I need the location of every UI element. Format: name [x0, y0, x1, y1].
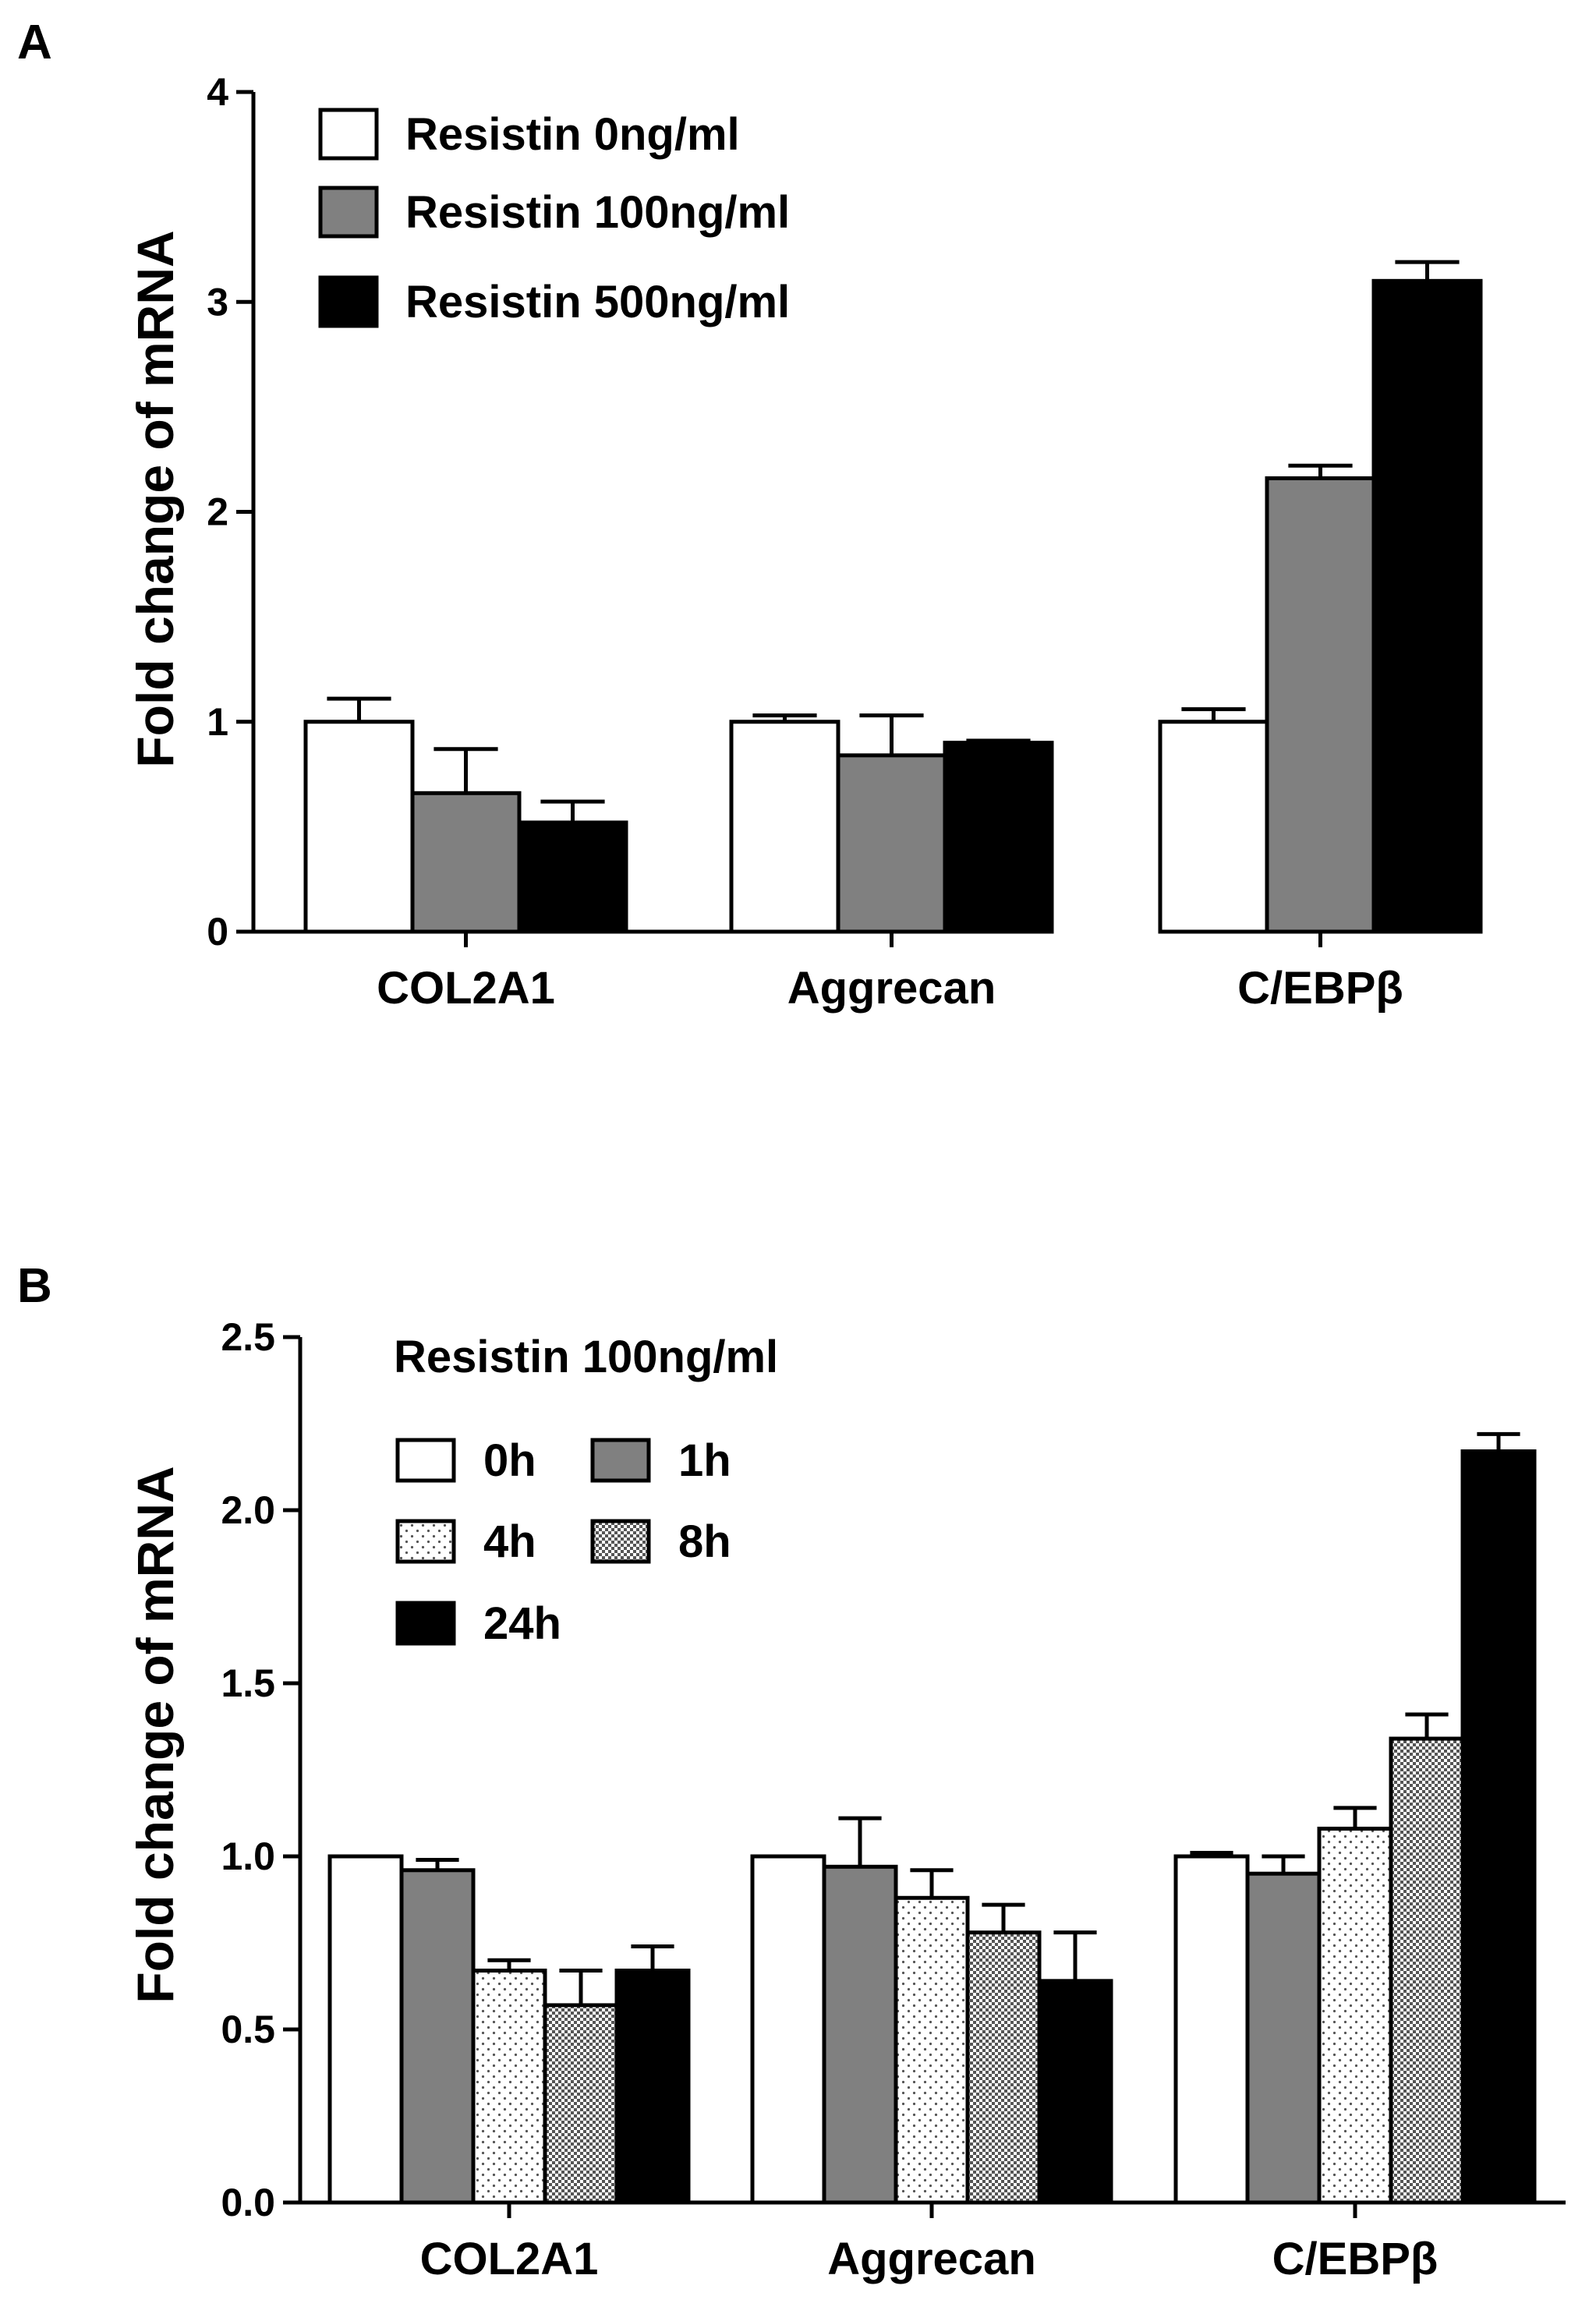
- panel-b-bar-aggrecan-4h: [894, 1895, 970, 2205]
- panel-a-legend-label: Resistin 100ng/ml: [405, 187, 790, 238]
- panel-b-y-tick-label: 1.5: [221, 1661, 275, 1705]
- panel-b-axes: [298, 1337, 1566, 2218]
- panel-a-y-tick-label: 0: [207, 910, 228, 954]
- panel-a-bar-cebpb-resistin-0ng-ml: [1158, 720, 1269, 934]
- panel-a-y-tick-label: 4: [207, 70, 228, 114]
- panel-b-bar-col2a1-8h: [543, 2003, 619, 2205]
- panel-b-bar-aggrecan-1h: [822, 1864, 898, 2205]
- panel-a-bar-aggrecan-resistin-0ng-ml: [729, 720, 840, 934]
- panel-a-y-tick-label: 3: [207, 280, 228, 324]
- panel-b-letter: B: [17, 1259, 52, 1313]
- panel-b-legend-label: 8h: [678, 1516, 731, 1567]
- panel-b-legend-label: 4h: [483, 1516, 536, 1567]
- panel-b-bar-aggrecan-8h: [965, 1930, 1042, 2205]
- panel-b-y-tick-label: 0.0: [221, 2181, 275, 2224]
- panel-a-bars: [303, 260, 1483, 934]
- panel-a-category-label: C/EBPβ: [1237, 963, 1403, 1014]
- panel-a-category-label: Aggrecan: [787, 963, 996, 1014]
- panel-b-y-tick-label: 1.0: [221, 1835, 275, 1878]
- panel-a-legend-swatch: [318, 186, 379, 239]
- panel-a-category-label: COL2A1: [377, 963, 555, 1014]
- panel-a-bar-aggrecan-resistin-500ng-ml: [943, 741, 1054, 934]
- panel-b-y-tick-label: 2.5: [221, 1315, 275, 1359]
- panel-b-legend-label: 1h: [678, 1435, 731, 1486]
- panel-a-bar-col2a1-resistin-100ng-ml: [410, 791, 522, 934]
- panel-b-legend-swatch: [590, 1519, 651, 1564]
- panel-a-letter: A: [17, 16, 52, 69]
- panel-b-legend-title: Resistin 100ng/ml: [394, 1332, 778, 1382]
- panel-b-bar-cebpb-4h: [1317, 1826, 1393, 2205]
- panel-a-legend-swatch: [318, 275, 379, 328]
- panel-a-y-ticks: 0 1 2 3 4: [207, 70, 253, 954]
- panel-b-bars: [327, 1431, 1537, 2205]
- panel-b-bar-aggrecan-0h: [750, 1854, 826, 2205]
- panel-a-y-tick-label: 2: [207, 490, 228, 534]
- panel-b-legend-label: 0h: [483, 1435, 536, 1486]
- panel-b-legend-swatch: [395, 1438, 456, 1483]
- panel-b-y-ticks: 0.0 0.5 1.0 1.5 2.0 2.5: [221, 1315, 300, 2224]
- panel-a-bar-col2a1-resistin-0ng-ml: [303, 720, 415, 934]
- panel-b-category-labels: COL2A1 Aggrecan C/EBPβ: [420, 2234, 1439, 2284]
- panel-a-axes: [251, 92, 1322, 947]
- panel-a-y-tick-label: 1: [207, 700, 228, 744]
- panel-a-legend-swatch: [318, 108, 379, 161]
- panel-b-bar-cebpb-8h: [1389, 1736, 1465, 2205]
- panel-b-bar-col2a1-24h: [614, 1969, 691, 2205]
- panel-b-bar-cebpb-0h: [1173, 1854, 1250, 2205]
- panel-a-legend-label: Resistin 500ng/ml: [405, 277, 790, 327]
- panel-a-y-axis-label: Fold change of mRNA: [126, 230, 184, 767]
- panel-b: B Fold change of mRNA 0.0 0.5 1.0 1.5 2.0 2.5…: [17, 1259, 1566, 2284]
- panel-b-category-label: Aggrecan: [827, 2234, 1036, 2284]
- panel-b-category-label: C/EBPβ: [1272, 2234, 1439, 2284]
- panel-b-category-label: COL2A1: [420, 2234, 599, 2284]
- panel-a-bar-col2a1-resistin-500ng-ml: [517, 820, 628, 934]
- panel-a-legend: Resistin 0ng/ml Resistin 100ng/ml Resistin…: [318, 108, 790, 328]
- panel-b-legend: Resistin 100ng/ml 0h 1h 4h 8h 24h: [394, 1332, 778, 1649]
- panel-a-category-labels: COL2A1 Aggrecan C/EBPβ: [377, 963, 1403, 1014]
- panel-b-bar-cebpb-1h: [1245, 1871, 1322, 2205]
- panel-b-legend-label: 24h: [483, 1598, 561, 1649]
- panel-b-bar-col2a1-0h: [327, 1854, 404, 2205]
- panel-b-y-axis-label: Fold change of mRNA: [126, 1466, 184, 2003]
- panel-b-y-tick-label: 0.5: [221, 2008, 275, 2051]
- panel-a: A Fold change of mRNA 0 1 2 3 4 COL2A1 Aggrec…: [17, 16, 1483, 1014]
- panel-b-legend-swatch: [590, 1438, 651, 1483]
- panel-b-bar-col2a1-4h: [471, 1969, 547, 2205]
- panel-b-legend-swatch: [395, 1519, 456, 1564]
- panel-a-legend-label: Resistin 0ng/ml: [405, 109, 740, 160]
- panel-a-bar-cebpb-resistin-500ng-ml: [1371, 278, 1483, 934]
- panel-b-bar-col2a1-1h: [399, 1868, 476, 2205]
- panel-b-bar-cebpb-24h: [1460, 1449, 1537, 2205]
- panel-a-bar-cebpb-resistin-100ng-ml: [1265, 476, 1376, 934]
- panel-b-y-tick-label: 2.0: [221, 1488, 275, 1532]
- panel-a-bar-aggrecan-resistin-100ng-ml: [836, 753, 947, 934]
- panel-b-bar-aggrecan-24h: [1037, 1979, 1113, 2205]
- panel-b-legend-swatch: [395, 1601, 456, 1646]
